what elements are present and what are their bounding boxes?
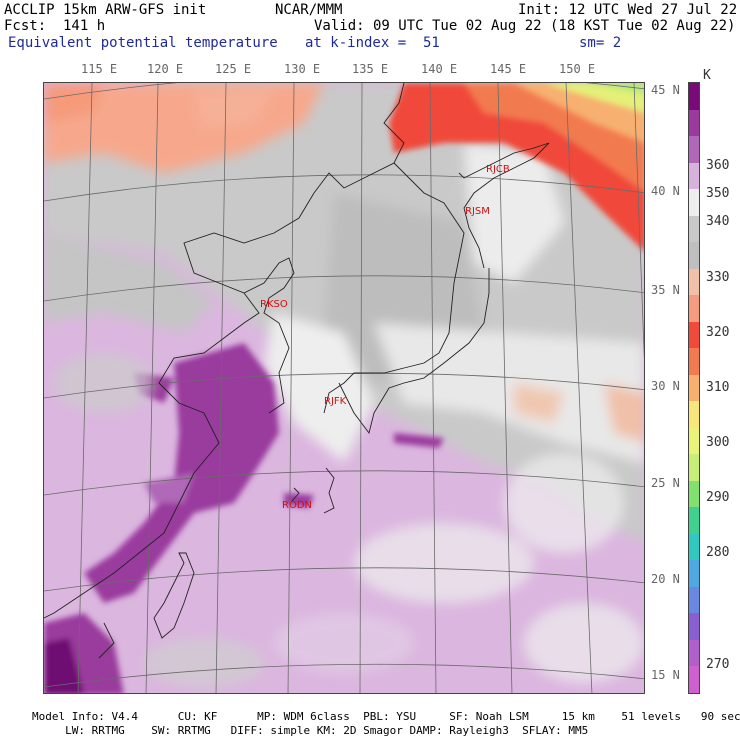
station-rodn: RODN (282, 500, 312, 511)
legend-swatch (689, 560, 699, 588)
lon-label: 145 E (490, 62, 527, 76)
legend-swatch (689, 639, 699, 667)
legend-swatch (689, 83, 699, 111)
legend-swatch (689, 215, 699, 243)
legend-swatch (689, 242, 699, 270)
org-label: NCAR/MMM (275, 2, 343, 18)
init-time: Init: 12 UTC Wed 27 Jul 22 (518, 2, 738, 18)
lon-label: 140 E (421, 62, 458, 76)
model-title: ACCLIP 15km ARW-GFS init (4, 2, 207, 18)
field-high-theta-nw (44, 83, 324, 173)
lon-label: 130 E (284, 62, 321, 76)
legend-swatch (689, 321, 699, 349)
legend-swatch (689, 507, 699, 535)
field-light-patches (54, 353, 644, 688)
lat-label: 20 N (651, 572, 680, 586)
legend-swatch (689, 109, 699, 137)
legend-swatch (689, 454, 699, 482)
lat-label: 15 N (651, 668, 680, 682)
legend-swatch (689, 162, 699, 190)
lat-label: 25 N (651, 476, 680, 490)
station-rjcb: RJCB (486, 164, 510, 175)
legend-swatch (689, 586, 699, 614)
lat-label: 35 N (651, 283, 680, 297)
forecast-hour: Fcst: 141 h (4, 18, 106, 34)
color-legend (688, 82, 700, 694)
legend-swatch (689, 295, 699, 323)
legend-swatch (689, 348, 699, 376)
lon-label: 120 E (147, 62, 184, 76)
station-rkso: RKSO (260, 299, 288, 310)
legend-label: 340 (706, 214, 730, 229)
field-moderate-region (44, 83, 644, 543)
legend-label: 310 (706, 380, 730, 395)
legend-swatch (689, 533, 699, 561)
legend-swatch (689, 136, 699, 164)
legend-swatch (689, 666, 699, 694)
lat-label: 40 N (651, 184, 680, 198)
lon-label: 115 E (81, 62, 118, 76)
legend-label: 330 (706, 270, 730, 285)
field-low-theta (44, 343, 444, 693)
lon-label: 125 E (215, 62, 252, 76)
legend-swatch (689, 427, 699, 455)
legend-swatch (689, 189, 699, 217)
station-rjfk: RJFK (324, 396, 347, 407)
lon-label: 135 E (352, 62, 389, 76)
legend-swatch (689, 401, 699, 429)
legend-label: 360 (706, 158, 730, 173)
level-label: at k-index = 51 (305, 35, 440, 51)
map-canvas: RJCB RJSM RKSO RJFK RODN (44, 83, 644, 693)
field-name: Equivalent potential temperature (8, 35, 278, 51)
station-rjsm: RJSM (465, 206, 490, 217)
lat-label: 30 N (651, 379, 680, 393)
legend-swatch (689, 480, 699, 508)
legend-label: 290 (706, 490, 730, 505)
legend-label: 350 (706, 186, 730, 201)
map-panel: RJCB RJSM RKSO RJFK RODN (43, 82, 645, 694)
valid-time: Valid: 09 UTC Tue 02 Aug 22 (18 KST Tue … (314, 18, 736, 34)
graticule (44, 83, 644, 693)
coastlines (44, 83, 550, 659)
lat-label: 45 N (651, 83, 680, 97)
legend-label: 270 (706, 657, 730, 672)
legend-swatch (689, 613, 699, 641)
smoothing-label: sm= 2 (579, 35, 622, 51)
lon-label: 150 E (559, 62, 596, 76)
station-markers: RJCB RJSM RKSO RJFK RODN (260, 164, 510, 511)
model-info-line2: LW: RRTMG SW: RRTMG DIFF: simple KM: 2D … (32, 724, 589, 737)
legend-label: 300 (706, 435, 730, 450)
legend-label: 320 (706, 325, 730, 340)
legend-unit: K (703, 68, 711, 83)
model-info-line1: Model Info: V4.4 CU: KF MP: WDM 6class P… (32, 710, 740, 723)
legend-swatch (689, 374, 699, 402)
legend-swatch (689, 268, 699, 296)
legend-label: 280 (706, 545, 730, 560)
field-high-theta-ne (389, 83, 644, 252)
